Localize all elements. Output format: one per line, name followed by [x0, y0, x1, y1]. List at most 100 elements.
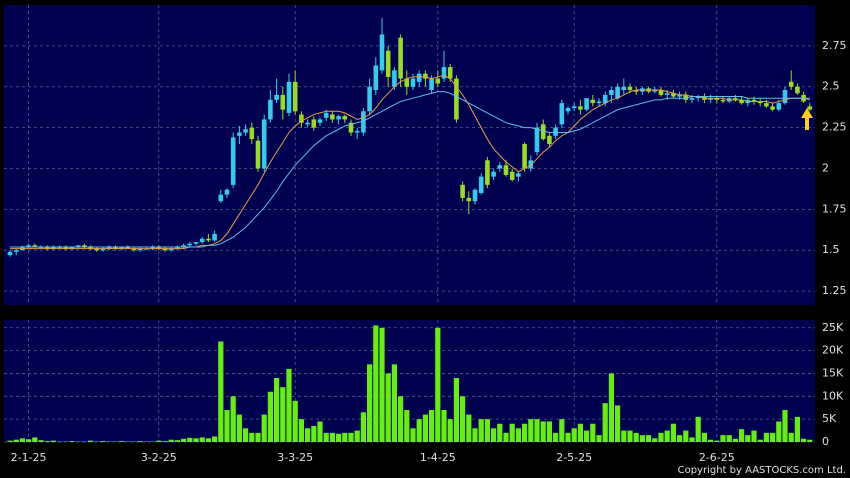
- volume-bar: [776, 421, 782, 442]
- moving-average: [10, 74, 810, 250]
- candle-body: [317, 119, 323, 123]
- volume-bar: [565, 432, 571, 442]
- volume-bar: [739, 429, 745, 442]
- volume-bar: [639, 435, 645, 442]
- candle-body: [44, 246, 50, 249]
- volume-bar: [670, 423, 676, 442]
- volume-bar: [466, 414, 472, 442]
- candle-body: [150, 246, 155, 249]
- candle-body: [113, 246, 118, 249]
- candle-body: [7, 251, 13, 256]
- volume-bar: [205, 438, 211, 442]
- volume-bar: [763, 432, 769, 442]
- volume-bar: [788, 432, 794, 442]
- candle-body: [708, 98, 713, 100]
- candle-body: [94, 248, 100, 251]
- volume-tick-label: 20K: [822, 344, 844, 357]
- candle-body: [330, 114, 335, 120]
- candle-body: [416, 73, 422, 82]
- volume-bar: [584, 430, 590, 442]
- x-tick-label: 3-2-25: [141, 451, 177, 464]
- candle-body: [32, 245, 38, 247]
- volume-bar: [590, 423, 596, 442]
- y-tick-label: 1.5: [822, 243, 840, 256]
- candle-body: [429, 78, 434, 91]
- candle-body: [770, 106, 775, 110]
- candle-body: [168, 248, 174, 251]
- volume-bar: [311, 426, 317, 442]
- volume-bar: [652, 438, 658, 442]
- volume-bar: [801, 438, 807, 442]
- candle-body: [633, 90, 639, 92]
- volume-bar: [528, 419, 534, 442]
- candle-body: [788, 81, 794, 87]
- candle-body: [751, 99, 757, 102]
- volume-tick-label: 5K: [822, 412, 837, 425]
- volume-bar: [32, 437, 38, 442]
- candle-body: [739, 99, 744, 104]
- volume-bar: [100, 441, 106, 442]
- volume-bar: [379, 327, 385, 442]
- volume-bar: [708, 439, 714, 442]
- volume-bar: [745, 435, 751, 442]
- volume-bar: [336, 433, 342, 442]
- candle-body: [181, 245, 186, 247]
- volume-bar: [255, 432, 261, 442]
- candle-body: [348, 122, 354, 133]
- candle-body: [671, 93, 676, 97]
- candle-body: [268, 99, 273, 120]
- volume-bar: [559, 419, 565, 442]
- copyright: Copyright by AASTOCKS.com Ltd.: [678, 465, 846, 476]
- volume-bar: [137, 441, 143, 442]
- volume-panel: [4, 320, 815, 442]
- volume-bar: [19, 438, 25, 442]
- candle-body: [404, 78, 410, 87]
- candle-body: [88, 246, 93, 249]
- volume-bar: [367, 364, 373, 442]
- volume-bar: [422, 414, 428, 442]
- candle-body: [571, 106, 577, 108]
- volume-bar: [577, 423, 583, 442]
- volume-tick-label: 10K: [822, 389, 844, 402]
- candle-body: [193, 242, 199, 244]
- candle-body: [156, 246, 162, 249]
- volume-bar: [726, 435, 732, 442]
- volume-bar: [69, 441, 75, 442]
- volume-bar: [13, 439, 19, 442]
- volume-bar: [615, 405, 621, 442]
- volume-bar: [267, 391, 273, 442]
- candle-body: [683, 94, 689, 100]
- volume-bar: [261, 414, 267, 442]
- candle-body: [547, 135, 552, 144]
- volume-tick-label: 15K: [822, 366, 844, 379]
- volume-bar: [317, 421, 323, 442]
- volume-tick-label: 0: [822, 435, 829, 448]
- volume-bar: [348, 432, 354, 442]
- candle-body: [51, 246, 56, 249]
- volume-bar: [410, 428, 416, 442]
- candle-body: [342, 116, 348, 120]
- candle-body: [652, 90, 658, 92]
- volume-bar: [44, 441, 50, 442]
- volume-bar: [646, 435, 652, 442]
- volume-bar: [497, 423, 503, 442]
- candle-body: [447, 67, 453, 79]
- volume-bar: [323, 432, 329, 442]
- y-tick-label: 2.5: [822, 80, 840, 93]
- candle-body: [807, 106, 813, 110]
- candle-body: [478, 176, 484, 194]
- volume-bar: [695, 416, 701, 442]
- volume-bar: [329, 432, 335, 442]
- candle-body: [578, 106, 583, 110]
- candle-body: [162, 248, 168, 251]
- candle-body: [75, 245, 81, 247]
- candle-body: [82, 245, 87, 247]
- candle-body: [305, 122, 310, 125]
- volume-bar: [218, 341, 224, 442]
- volume-bar: [342, 432, 348, 442]
- y-tick-label: 1.75: [822, 202, 847, 215]
- volume-bar: [416, 419, 422, 442]
- volume-bar: [298, 419, 304, 442]
- candle-body: [367, 86, 372, 112]
